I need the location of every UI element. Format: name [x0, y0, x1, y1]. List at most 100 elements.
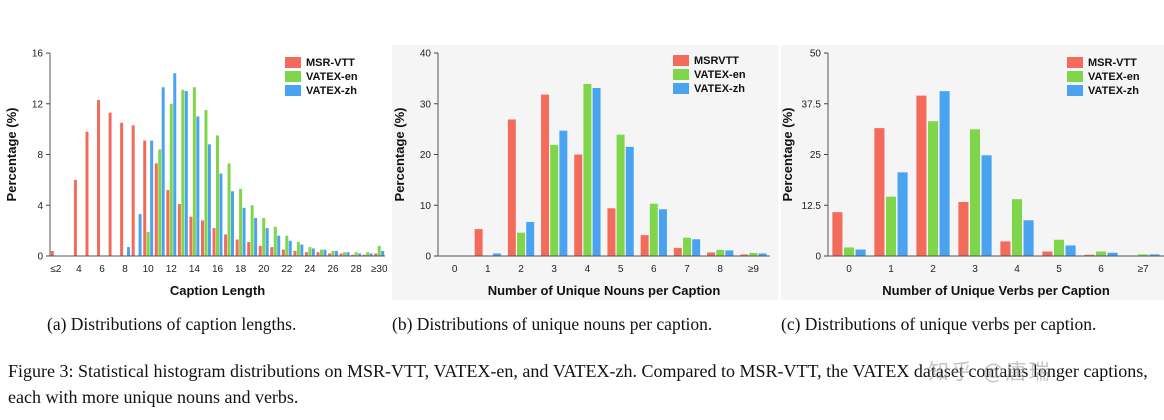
- bar-msr-vtt-28: [351, 254, 355, 256]
- chart-panel-3: 0 12.5 25 37.5 50 0 1 2 3 4 5 6 ≥7 Number of Unique V…: [780, 45, 1164, 334]
- x-tick-label: 6: [651, 264, 657, 275]
- caption-text-4: dataset contains longer captions, each w…: [8, 361, 1148, 407]
- legend-label-1: MSRVTT: [694, 55, 739, 67]
- bar-vatex-en-28: [354, 252, 358, 256]
- bar-msr-vtt-6: [97, 99, 101, 256]
- x-tick-label: 4: [585, 264, 591, 275]
- bar-msr-vtt-22: [281, 249, 285, 256]
- bar-msr-vtt-26: [328, 253, 332, 256]
- x-tick-label: ≥7: [1137, 264, 1148, 275]
- bar-msr-vtt-18: [235, 239, 239, 256]
- y-tick-label: 10: [420, 201, 432, 212]
- bar-msr-vtt-8: [120, 122, 124, 256]
- x-axis-label: Number of Unique Nouns per Caption: [488, 283, 721, 298]
- bar-msrvtt-≥9: [740, 254, 749, 256]
- y-tick-label: 50: [810, 49, 822, 60]
- bar-msr-vtt-14: [189, 216, 193, 256]
- x-tick-label: 7: [684, 264, 690, 275]
- bar-msr-vtt-5: [85, 131, 89, 256]
- legend-swatch-1: [285, 57, 301, 68]
- caption-vatex-2: VATEX: [552, 361, 610, 381]
- bar-vatex-zh-19: [254, 217, 258, 256]
- y-tick-label: 0: [425, 252, 431, 263]
- bar-vatex-en-0: [843, 247, 855, 256]
- bar-vatex-zh-25: [323, 249, 327, 256]
- bar-msr-vtt-20: [258, 245, 262, 256]
- bar-vatex-en-15: [204, 110, 208, 256]
- bar-msrvtt-8: [707, 252, 716, 256]
- bar-vatex-zh-3: [559, 130, 568, 256]
- bar-msr-vtt-4: [1000, 241, 1011, 256]
- bar-vatex-en-13: [181, 89, 185, 256]
- x-tick-label: 4: [76, 264, 82, 275]
- bar-vatex-en-22: [285, 235, 289, 256]
- legend-label-3: VATEX-zh: [306, 85, 357, 97]
- bar-vatex-en-30: [377, 245, 381, 256]
- bar-msr-vtt-7: [108, 112, 112, 256]
- bar-msrvtt-6: [640, 235, 649, 256]
- bar-vatex-en-2: [927, 121, 939, 257]
- bar-msrvtt-7: [673, 247, 682, 256]
- bar-msr-vtt-17: [224, 234, 228, 256]
- legend-swatch-2: [285, 71, 301, 82]
- bar-vatex-zh-14: [196, 116, 200, 256]
- bar-vatex-en-8: [716, 249, 725, 256]
- bar-vatex-en-≥9: [749, 252, 758, 256]
- bar-msr-vtt-1: [874, 128, 885, 256]
- x-tick-label: 1: [485, 264, 491, 275]
- bar-vatex-en-6: [1095, 251, 1107, 256]
- bar-msr-vtt-9: [131, 125, 135, 256]
- bar-vatex-zh-6: [658, 209, 667, 256]
- bar-vatex-zh-30: [381, 250, 385, 256]
- x-tick-label: 2: [518, 264, 524, 275]
- x-tick-label: 0: [452, 264, 458, 275]
- bar-vatex-en-10: [146, 231, 150, 256]
- x-tick-label: 24: [304, 264, 316, 275]
- x-tick-label: 2: [930, 264, 936, 275]
- bar-vatex-en-4: [1011, 199, 1023, 256]
- chart-panel-2: 0 10 20 30 40 0 1 2 3 4 5 6 7 8 ≥9 Number of Unique Nou…: [392, 45, 778, 334]
- x-tick-label: 3: [972, 264, 978, 275]
- caption-vatex-1: VATEX: [433, 361, 491, 381]
- legend-swatch-3: [673, 83, 689, 94]
- bar-vatex-en-2: [517, 232, 525, 256]
- bar-vatex-en-12: [169, 103, 173, 256]
- bar-msr-vtt-15: [200, 220, 204, 256]
- bar-msrvtt-1: [474, 229, 483, 256]
- bar-msr-vtt-21: [270, 247, 274, 256]
- bar-msr-vtt-5: [1042, 251, 1053, 256]
- bar-msr-vtt-29: [362, 254, 366, 256]
- bar-vatex-zh-4: [1023, 220, 1034, 256]
- bar-vatex-zh-5: [625, 146, 634, 256]
- bar-vatex-zh-26: [334, 250, 338, 256]
- bar-vatex-zh-20: [265, 228, 269, 256]
- bar-msrvtt-5: [607, 208, 616, 256]
- legend-swatch-3: [1067, 85, 1083, 96]
- bar-vatex-en-21: [273, 226, 277, 256]
- bar-msr-vtt-4: [73, 179, 77, 257]
- bar-vatex-en-7: [683, 237, 691, 256]
- x-tick-label: 4: [1014, 264, 1020, 275]
- y-tick-label: 12: [32, 99, 44, 110]
- bar-vatex-zh-21: [277, 235, 281, 256]
- bar-vatex-zh-24: [311, 248, 315, 256]
- bar-vatex-en-23: [296, 242, 300, 256]
- bar-vatex-zh-18: [242, 207, 246, 256]
- bar-msr-vtt-23: [293, 250, 297, 256]
- bar-msr-vtt-30: [374, 253, 378, 256]
- bar-vatex-zh-9: [138, 214, 142, 256]
- bar-msr-vtt-2: [50, 250, 54, 256]
- bar-msr-vtt-13: [177, 203, 181, 256]
- y-axis-label: Percentage (%): [4, 108, 19, 202]
- y-tick-label: 0: [815, 252, 821, 263]
- bar-msrvtt-4: [574, 154, 583, 256]
- x-tick-label: 0: [846, 264, 852, 275]
- x-tick-label: 8: [122, 264, 128, 275]
- bar-vatex-zh-11: [161, 87, 165, 256]
- caption-vatex-3: VATEX: [852, 361, 910, 381]
- bar-vatex-zh-6: [1107, 252, 1118, 256]
- legend-label-2: VATEX-en: [306, 71, 358, 83]
- bar-vatex-zh-12: [173, 73, 177, 256]
- bar-vatex-zh-29: [369, 253, 373, 256]
- bar-vatex-en-≥7: [1137, 254, 1149, 256]
